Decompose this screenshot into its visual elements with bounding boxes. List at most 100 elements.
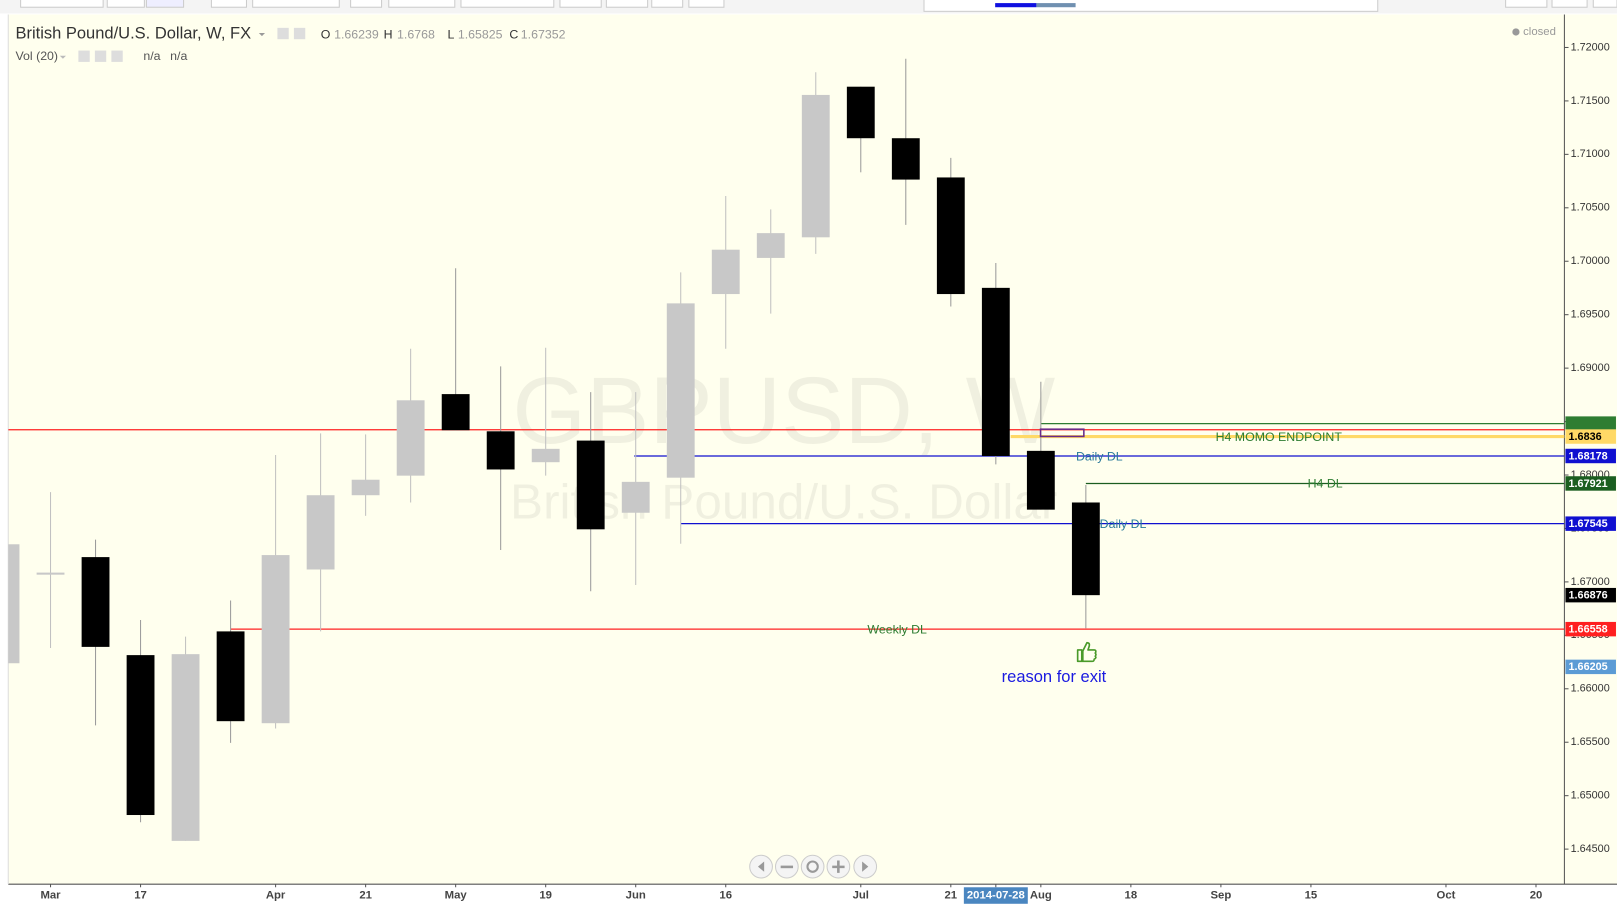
y-tick-label: 1.72000 <box>1571 41 1610 53</box>
toolbar-button[interactable] <box>688 0 725 8</box>
nav-icon <box>780 865 794 869</box>
toolbar-button[interactable] <box>145 0 185 8</box>
color-swatch[interactable] <box>995 3 1037 8</box>
candle-body <box>81 557 110 647</box>
x-tick-label: 19 <box>539 890 552 902</box>
candle-body <box>981 287 1010 456</box>
candle-body <box>711 249 740 295</box>
price-badges: 1.6836 1.68178 1.67921 1.67545 1.66558 1.6687… <box>1565 416 1616 675</box>
price-badge-label: 1.66205 <box>1569 661 1608 673</box>
price-badge <box>1565 659 1616 675</box>
toolbar-button[interactable] <box>350 0 383 8</box>
x-tick-label: Jun <box>626 890 646 902</box>
candle-body <box>441 394 470 431</box>
drawn-rectangle[interactable] <box>1039 428 1085 438</box>
toolbar-button[interactable] <box>20 0 104 8</box>
y-tick-label: 1.71000 <box>1571 148 1610 160</box>
thumbs-up-shape <box>1076 641 1097 663</box>
reset-button[interactable] <box>800 854 825 879</box>
candle-body <box>756 233 785 258</box>
plot-area <box>8 14 1565 885</box>
axes: 1.645001.650001.655001.660001.665001.670… <box>40 41 1610 904</box>
y-tick-label: 1.66000 <box>1571 683 1610 695</box>
indicator-icon[interactable] <box>78 50 90 62</box>
toolbar-button[interactable] <box>388 0 456 8</box>
toolbar-button[interactable] <box>1551 0 1588 8</box>
candle-body <box>261 555 290 724</box>
legend: British Pound/U.S. Dollar, W, FX O 1.662… <box>15 24 1555 63</box>
candle-body <box>936 177 965 295</box>
candle-body <box>36 572 65 575</box>
indicator-icon[interactable] <box>94 50 107 62</box>
x-tick-label: Apr <box>266 890 286 902</box>
y-tick-label: 1.69000 <box>1571 362 1610 374</box>
thumbs-up-icon <box>1076 641 1097 663</box>
candle-body <box>891 138 920 180</box>
settings-icon[interactable] <box>293 27 306 40</box>
candle-body <box>576 440 605 530</box>
y-tick-label: 1.70500 <box>1571 202 1610 214</box>
price-badge <box>1565 476 1616 491</box>
x-tick-label: Sep <box>1211 890 1232 902</box>
x-tick-label: May <box>445 890 468 902</box>
annotation-text: reason for exit <box>1002 668 1107 686</box>
x-tick-label: Mar <box>40 890 61 902</box>
candle-body <box>621 481 650 513</box>
navigation <box>749 854 878 879</box>
price-badge <box>1565 587 1616 603</box>
settings-icon[interactable] <box>277 27 289 40</box>
x-tick-label: Aug <box>1030 890 1052 902</box>
level-label: Daily DL <box>1076 449 1123 463</box>
level-label: H4 MOMO ENDPOINT <box>1216 430 1343 444</box>
candle-body <box>351 479 380 496</box>
dropdown-arrow[interactable] <box>59 55 66 59</box>
candle-body <box>486 431 515 470</box>
ohlc-value: 1.67352 <box>521 27 566 41</box>
x-tick-label: 20 <box>1530 890 1543 902</box>
price-badge-label: 1.68178 <box>1569 450 1608 462</box>
indicator-icon[interactable] <box>111 50 123 62</box>
x-tick-label: 18 <box>1125 890 1138 902</box>
ohlc-value: 1.66239 <box>334 27 379 41</box>
ohlc-value: 1.6768 <box>397 27 435 41</box>
candle-body <box>306 495 335 570</box>
ohlc-label: C <box>509 27 518 41</box>
toolbar-button[interactable] <box>252 0 340 8</box>
toolbar-button[interactable] <box>460 0 555 8</box>
candle-body <box>846 86 875 139</box>
indicator-name: Vol (20) <box>15 49 58 63</box>
nav-icon <box>806 860 819 873</box>
color-swatch[interactable] <box>1036 3 1076 8</box>
candle-body <box>531 448 560 463</box>
chart-title: British Pound/U.S. Dollar, W, FX <box>15 24 251 42</box>
price-badge <box>1565 416 1616 431</box>
nav-icon <box>862 861 869 872</box>
price-badge-label: 1.67545 <box>1569 518 1608 530</box>
toolbar-button[interactable] <box>1592 0 1617 8</box>
candle-body <box>801 94 830 238</box>
price-badge-label: 1.66876 <box>1569 590 1608 602</box>
toolbar-button[interactable] <box>1505 0 1548 8</box>
ohlc-label: H <box>384 27 393 41</box>
toolbar-button[interactable] <box>605 0 649 8</box>
toolbar-button[interactable] <box>651 0 684 8</box>
price-badge <box>1565 429 1616 444</box>
price-badge-label: 1.6836 <box>1569 431 1602 443</box>
candle-body <box>8 544 20 664</box>
dropdown-arrow[interactable] <box>258 33 266 37</box>
y-tick-label: 1.64500 <box>1571 843 1610 855</box>
toolbar-button[interactable] <box>210 0 247 8</box>
time-axis <box>0 885 1617 911</box>
candle-body <box>171 654 200 841</box>
level-label: Weekly DL <box>867 622 927 636</box>
levels: H4 MOMO ENDPOINT Daily DL H4 DL Daily DL Wee… <box>8 422 1565 636</box>
toolbar-button[interactable] <box>106 0 145 8</box>
nav-icon <box>832 860 845 873</box>
level-label: Daily DL <box>1100 517 1147 531</box>
candle-body <box>396 400 425 476</box>
price-badge-label: 1.67921 <box>1569 478 1608 490</box>
drawing-toolbar <box>923 0 1379 12</box>
toolbar-button[interactable] <box>559 0 602 8</box>
level-label: H4 DL <box>1308 477 1343 491</box>
